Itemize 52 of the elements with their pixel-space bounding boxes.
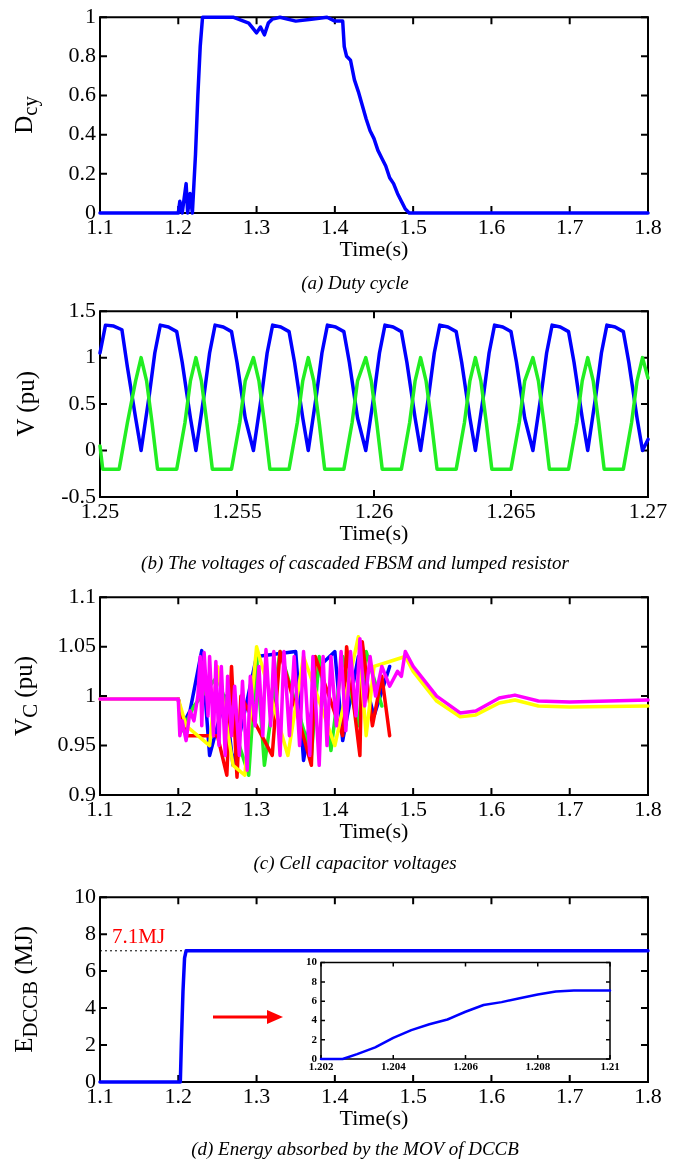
x-tick-label: 1.7	[555, 795, 584, 821]
y-tick-label: 0.95	[57, 731, 96, 757]
x-tick-label: 1.21	[600, 1060, 620, 1073]
y-tick-label: 10	[74, 882, 96, 908]
x-tick-label: 1.6	[477, 213, 506, 239]
x-tick-label: 1.255	[212, 497, 262, 523]
y-tick-label: 10	[306, 955, 318, 968]
x-tick-label: 1.27	[628, 497, 668, 523]
y-tick-label: 1	[85, 343, 96, 369]
x-tick-label: 1.206	[453, 1060, 479, 1073]
x-tick-label: 1.3	[242, 795, 271, 821]
text: (d) Energy absorbed by the MOV of DCCB	[190, 1138, 520, 1160]
y-tick-label: 2	[85, 1030, 96, 1056]
y-tick-label: 0.4	[68, 120, 96, 146]
y-tick-label: 0.6	[68, 81, 96, 107]
x-tick-label: 1.3	[242, 213, 271, 239]
x-tick-label: 1.265	[486, 497, 536, 523]
y-tick-label: 1	[85, 2, 96, 28]
x-tick-label: 1.6	[477, 795, 506, 821]
ref-line-label: 7.1MJ	[112, 923, 166, 948]
y-tick-label: 0	[85, 436, 96, 462]
x-tick-label: 1.6	[477, 1082, 506, 1108]
x-tick-label: 1.8	[634, 213, 662, 239]
x-tick-label: 1.2	[164, 1082, 193, 1108]
text: (c) Cell capacitor voltages	[252, 852, 458, 874]
y-tick-label: 1	[85, 681, 96, 707]
x-tick-label: 1.8	[634, 1082, 662, 1108]
y-tick-label: 6	[311, 994, 318, 1006]
y-tick-label: 1.5	[68, 296, 96, 322]
y-tick-label: 1.1	[68, 582, 96, 608]
x-tick-label: 1.8	[634, 795, 662, 821]
text: (a) Duty cycle	[300, 272, 410, 294]
x-tick-label: 1.208	[525, 1060, 551, 1073]
x-tick-label: 1.7	[555, 213, 584, 239]
x-tick-label: 1.204	[380, 1060, 407, 1073]
y-tick-label: 8	[85, 919, 96, 945]
text: (b) The voltages of cascaded FBSM and lumped resistor	[140, 552, 570, 574]
x-tick-label: 1.3	[242, 1082, 271, 1108]
y-tick-label: 4	[311, 1013, 318, 1026]
y-tick-label: 6	[85, 956, 96, 982]
y-tick-label: 0	[311, 1051, 318, 1064]
y-tick-label: 1.05	[57, 632, 96, 658]
x-tick-label: 1.7	[555, 1082, 584, 1108]
y-axis-title: V (pu)	[12, 371, 40, 437]
x-tick-label: 1.2	[164, 213, 193, 239]
y-tick-label: 0.5	[68, 389, 96, 415]
y-tick-label: 2	[311, 1032, 318, 1045]
y-tick-label: 0.2	[68, 159, 96, 185]
y-tick-label: 0.8	[68, 42, 96, 68]
x-tick-label: 1.2	[164, 795, 193, 821]
y-tick-label: 4	[85, 993, 96, 1019]
y-tick-label: 8	[311, 974, 318, 987]
